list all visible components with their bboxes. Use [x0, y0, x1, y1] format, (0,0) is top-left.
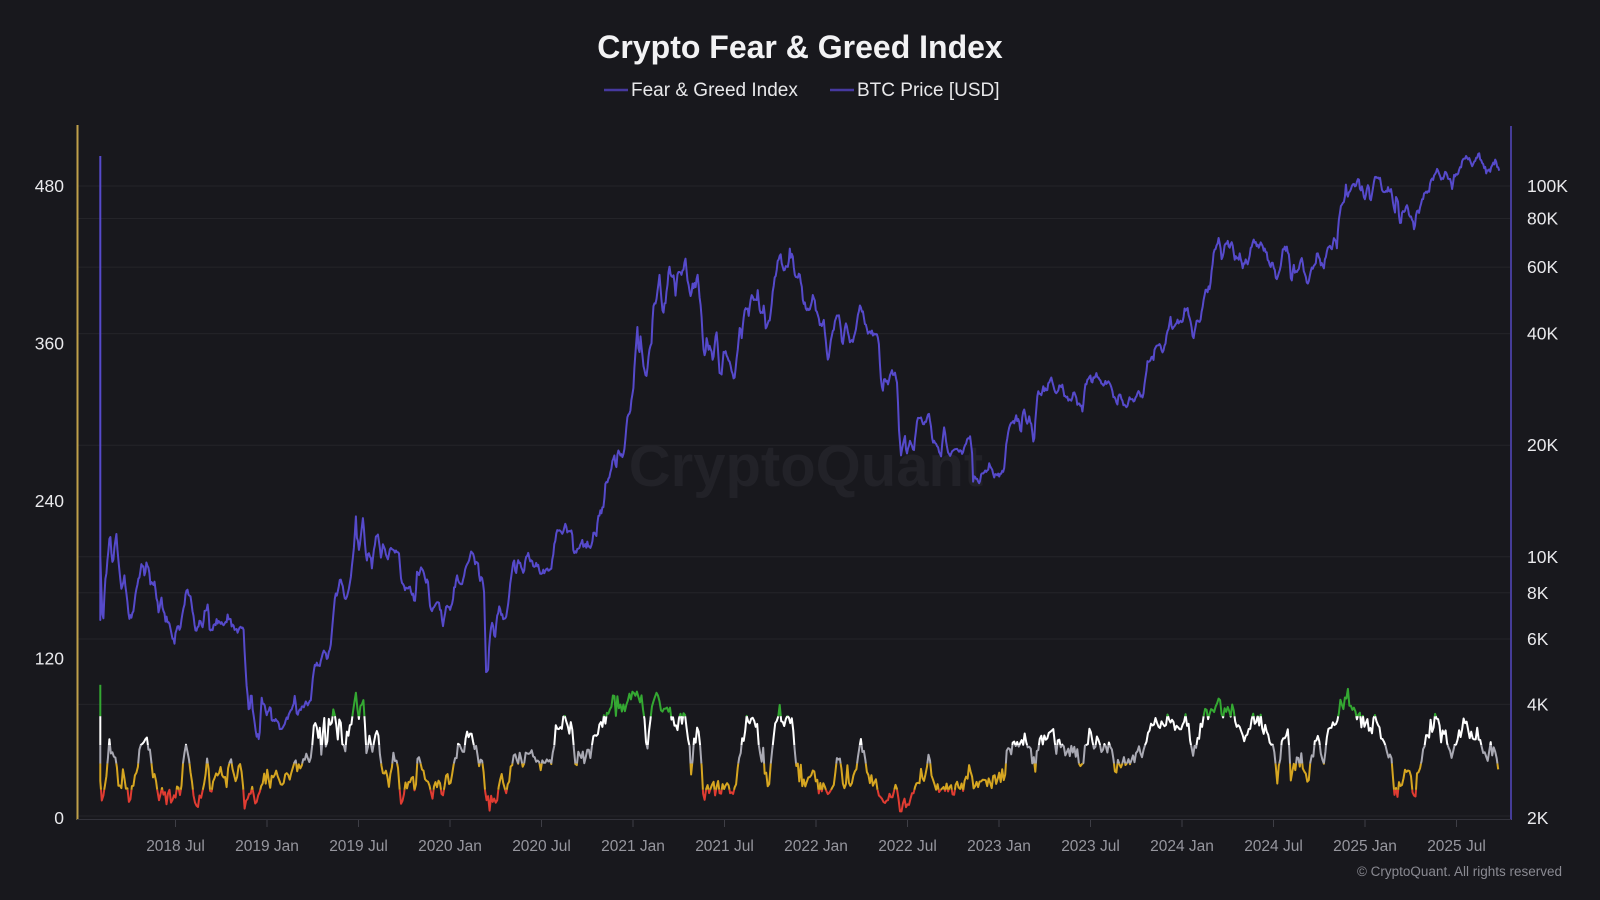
svg-text:2023 Jan: 2023 Jan — [967, 838, 1031, 855]
svg-text:80K: 80K — [1527, 209, 1558, 229]
svg-text:2019 Jan: 2019 Jan — [235, 838, 299, 855]
svg-text:2023 Jul: 2023 Jul — [1061, 838, 1120, 855]
svg-text:2025 Jul: 2025 Jul — [1427, 838, 1486, 855]
svg-text:2024 Jan: 2024 Jan — [1150, 838, 1214, 855]
svg-text:2K: 2K — [1527, 808, 1549, 828]
svg-text:2018 Jul: 2018 Jul — [146, 838, 205, 855]
svg-text:240: 240 — [35, 491, 64, 511]
svg-text:Crypto Fear & Greed Index: Crypto Fear & Greed Index — [597, 29, 1003, 65]
svg-text:10K: 10K — [1527, 547, 1558, 567]
svg-text:60K: 60K — [1527, 257, 1558, 277]
svg-text:2024 Jul: 2024 Jul — [1244, 838, 1303, 855]
svg-text:Fear & Greed Index: Fear & Greed Index — [631, 80, 798, 101]
svg-text:20K: 20K — [1527, 435, 1558, 455]
svg-text:0: 0 — [54, 808, 64, 828]
svg-text:4K: 4K — [1527, 694, 1549, 714]
svg-text:© CryptoQuant. All rights rese: © CryptoQuant. All rights reserved — [1357, 864, 1562, 879]
svg-text:2025 Jan: 2025 Jan — [1333, 838, 1397, 855]
svg-text:6K: 6K — [1527, 629, 1549, 649]
svg-text:2022 Jan: 2022 Jan — [784, 838, 848, 855]
svg-text:2021 Jan: 2021 Jan — [601, 838, 665, 855]
svg-text:BTC Price [USD]: BTC Price [USD] — [857, 80, 1000, 101]
svg-text:360: 360 — [35, 334, 64, 354]
svg-text:40K: 40K — [1527, 324, 1558, 344]
svg-text:2020 Jan: 2020 Jan — [418, 838, 482, 855]
svg-text:2019 Jul: 2019 Jul — [329, 838, 388, 855]
svg-text:480: 480 — [35, 176, 64, 196]
svg-text:2021 Jul: 2021 Jul — [695, 838, 754, 855]
svg-text:2020 Jul: 2020 Jul — [512, 838, 571, 855]
svg-text:2022 Jul: 2022 Jul — [878, 838, 937, 855]
svg-text:100K: 100K — [1527, 176, 1568, 196]
svg-text:120: 120 — [35, 649, 64, 669]
svg-text:CryptoQuant: CryptoQuant — [629, 434, 983, 499]
svg-text:8K: 8K — [1527, 583, 1549, 603]
